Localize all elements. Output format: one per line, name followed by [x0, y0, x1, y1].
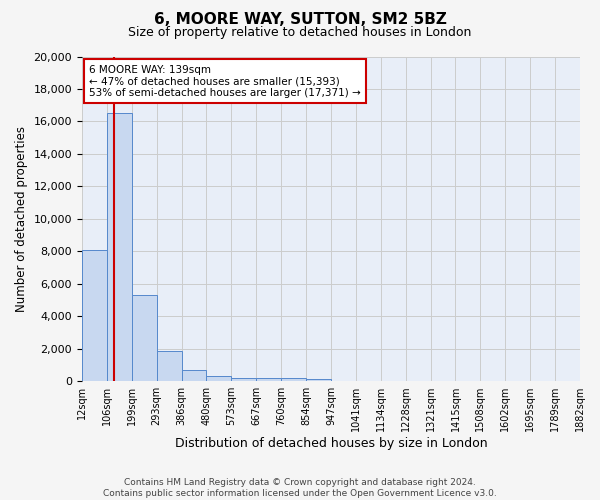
X-axis label: Distribution of detached houses by size in London: Distribution of detached houses by size …: [175, 437, 487, 450]
Bar: [232, 378, 256, 381]
Text: 6, MOORE WAY, SUTTON, SM2 5BZ: 6, MOORE WAY, SUTTON, SM2 5BZ: [154, 12, 446, 28]
Text: 6 MOORE WAY: 139sqm
← 47% of detached houses are smaller (15,393)
53% of semi-de: 6 MOORE WAY: 139sqm ← 47% of detached ho…: [89, 64, 361, 98]
Bar: [157, 351, 182, 381]
Bar: [82, 250, 107, 381]
Text: Contains HM Land Registry data © Crown copyright and database right 2024.
Contai: Contains HM Land Registry data © Crown c…: [103, 478, 497, 498]
Bar: [107, 114, 132, 381]
Y-axis label: Number of detached properties: Number of detached properties: [15, 126, 28, 312]
Bar: [182, 370, 206, 381]
Bar: [306, 378, 331, 381]
Bar: [256, 378, 281, 381]
Bar: [132, 295, 157, 381]
Text: Size of property relative to detached houses in London: Size of property relative to detached ho…: [128, 26, 472, 39]
Bar: [281, 378, 306, 381]
Bar: [206, 376, 232, 381]
